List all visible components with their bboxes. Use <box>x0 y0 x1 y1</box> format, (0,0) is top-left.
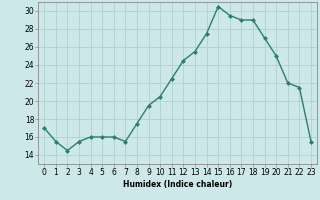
X-axis label: Humidex (Indice chaleur): Humidex (Indice chaleur) <box>123 180 232 189</box>
